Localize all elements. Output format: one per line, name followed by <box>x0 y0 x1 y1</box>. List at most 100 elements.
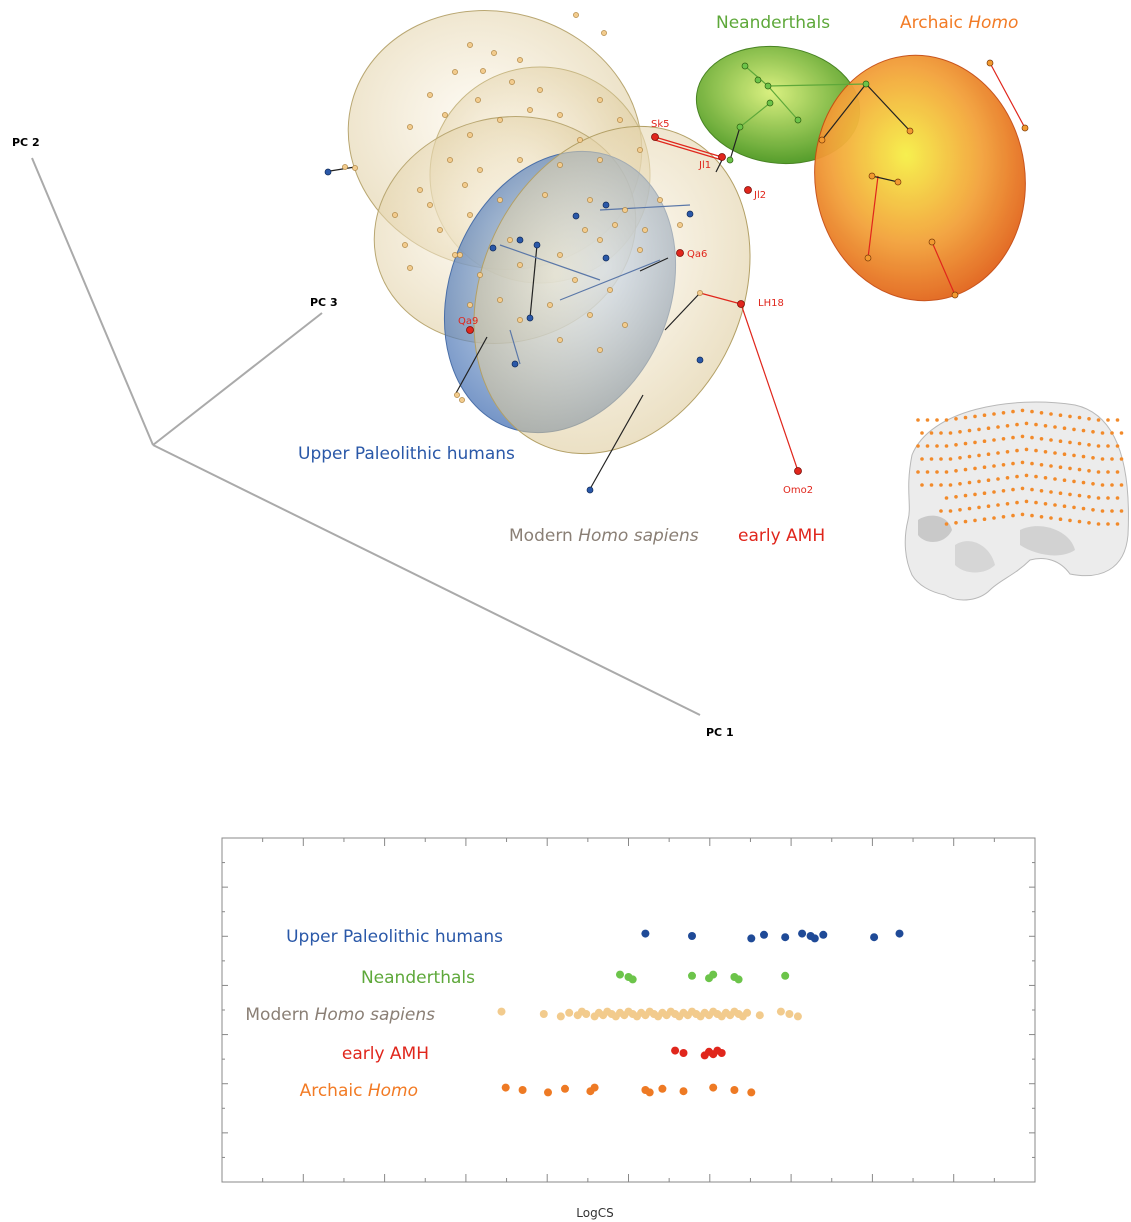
early-amh-label: early AMH <box>738 526 825 546</box>
upper-point <box>602 254 610 262</box>
landmark-dot <box>992 490 996 494</box>
landmark-dot <box>920 431 924 435</box>
landmark-dot <box>1091 508 1095 512</box>
landmark-dot <box>1077 441 1082 446</box>
modern-point <box>462 182 468 188</box>
strip-point <box>501 1083 510 1092</box>
pc1-axis <box>152 444 701 716</box>
landmark-dot <box>973 466 977 471</box>
landmark-dot <box>973 518 977 523</box>
archaic-point <box>1021 124 1029 132</box>
landmark-dot <box>996 503 1000 507</box>
landmark-dot <box>954 495 958 499</box>
strip-point <box>590 1083 599 1092</box>
landmark-dot <box>1091 456 1095 460</box>
landmark-dot <box>1068 440 1072 445</box>
pc1-label: PC 1 <box>706 726 734 739</box>
landmark-dot <box>925 418 930 422</box>
modern-point <box>587 312 593 318</box>
series-label: Modern Homo sapiens <box>245 1005 435 1025</box>
landmark-dot <box>1081 454 1086 459</box>
landmark-dot <box>1039 489 1044 493</box>
landmark-dot <box>1011 513 1015 518</box>
modern-point <box>467 302 473 308</box>
landmark-dot <box>1072 453 1076 458</box>
landmark-dot <box>1039 463 1044 467</box>
pc2-axis <box>31 157 154 446</box>
modern-point <box>497 117 503 123</box>
landmark-dot <box>939 509 943 513</box>
strip-point <box>747 1088 756 1097</box>
landmark-dot <box>944 496 949 500</box>
landmark-dot <box>973 492 977 497</box>
modern-point <box>637 247 643 253</box>
landmark-dot <box>935 418 939 422</box>
landmark-dot <box>973 414 977 419</box>
strip-point <box>785 1010 794 1018</box>
landmark-dot <box>1077 493 1082 498</box>
landmark-dot <box>1068 492 1072 497</box>
landmark-dot <box>1096 418 1101 422</box>
modern-point <box>467 132 473 138</box>
specimen-point <box>651 133 659 141</box>
specimen-label-qa9: Qa9 <box>458 316 478 327</box>
specimen-label-lh18: LH18 <box>758 298 784 309</box>
modern-point <box>457 252 463 258</box>
landmark-dot <box>1062 478 1067 483</box>
archaic-point <box>868 172 876 180</box>
upper-point <box>686 210 694 218</box>
tick-marks <box>221 837 1036 1183</box>
strip-point <box>793 1012 802 1021</box>
landmark-dot <box>977 453 981 458</box>
modern-point <box>509 79 515 85</box>
landmark-dot <box>996 477 1000 481</box>
modern-point <box>517 157 523 163</box>
landmark-dot <box>1096 444 1101 448</box>
modern-point <box>573 12 579 18</box>
strip-point <box>556 1012 565 1021</box>
landmark-dot <box>1110 483 1114 487</box>
modern-point <box>542 192 548 198</box>
landmark-dot <box>1049 516 1053 520</box>
landmark-dot <box>1119 509 1124 513</box>
landmark-dot <box>1058 465 1063 470</box>
upper-point <box>324 168 332 176</box>
modern-homo-sapiens-label: Modern Homo sapiens <box>509 526 699 546</box>
modern-point <box>622 322 628 328</box>
landmark-dot <box>1030 409 1034 414</box>
landmark-dot <box>1001 463 1006 467</box>
modern-point <box>452 69 458 75</box>
strip-point <box>671 1046 680 1055</box>
strip-point <box>497 1007 506 1016</box>
strip-point <box>628 975 637 984</box>
modern-point <box>467 212 473 218</box>
landmark-dot <box>1119 457 1124 461</box>
neanderthal-point <box>764 82 772 90</box>
landmark-dot <box>1087 469 1091 473</box>
ellipsoids <box>347 10 1026 455</box>
landmark-dot <box>1110 431 1114 435</box>
landmark-dot <box>916 444 920 448</box>
landmark-dot <box>1001 411 1006 415</box>
strip-point <box>755 1011 764 1020</box>
x-axis-label: LogCS <box>576 1206 613 1220</box>
landmark-dot <box>1058 517 1063 521</box>
modern-point <box>637 147 643 153</box>
archaic-point <box>818 136 826 144</box>
landmark-dot <box>986 452 991 457</box>
landmark-dot <box>1091 482 1095 486</box>
specimen-label-qa6: Qa6 <box>687 249 707 260</box>
upper-point <box>516 236 524 244</box>
modern-point <box>617 117 623 123</box>
landmark-dot <box>992 438 996 442</box>
modern-point <box>587 197 593 203</box>
landmark-dot <box>1020 460 1025 465</box>
strip-point <box>776 1007 785 1016</box>
landmark-dot <box>1011 435 1015 440</box>
landmark-dot <box>963 415 968 420</box>
modern-point <box>442 112 448 118</box>
modern-point <box>572 277 578 283</box>
skull-temporal <box>1020 526 1075 556</box>
landmark-dot <box>939 457 943 461</box>
modern-point <box>622 207 628 213</box>
